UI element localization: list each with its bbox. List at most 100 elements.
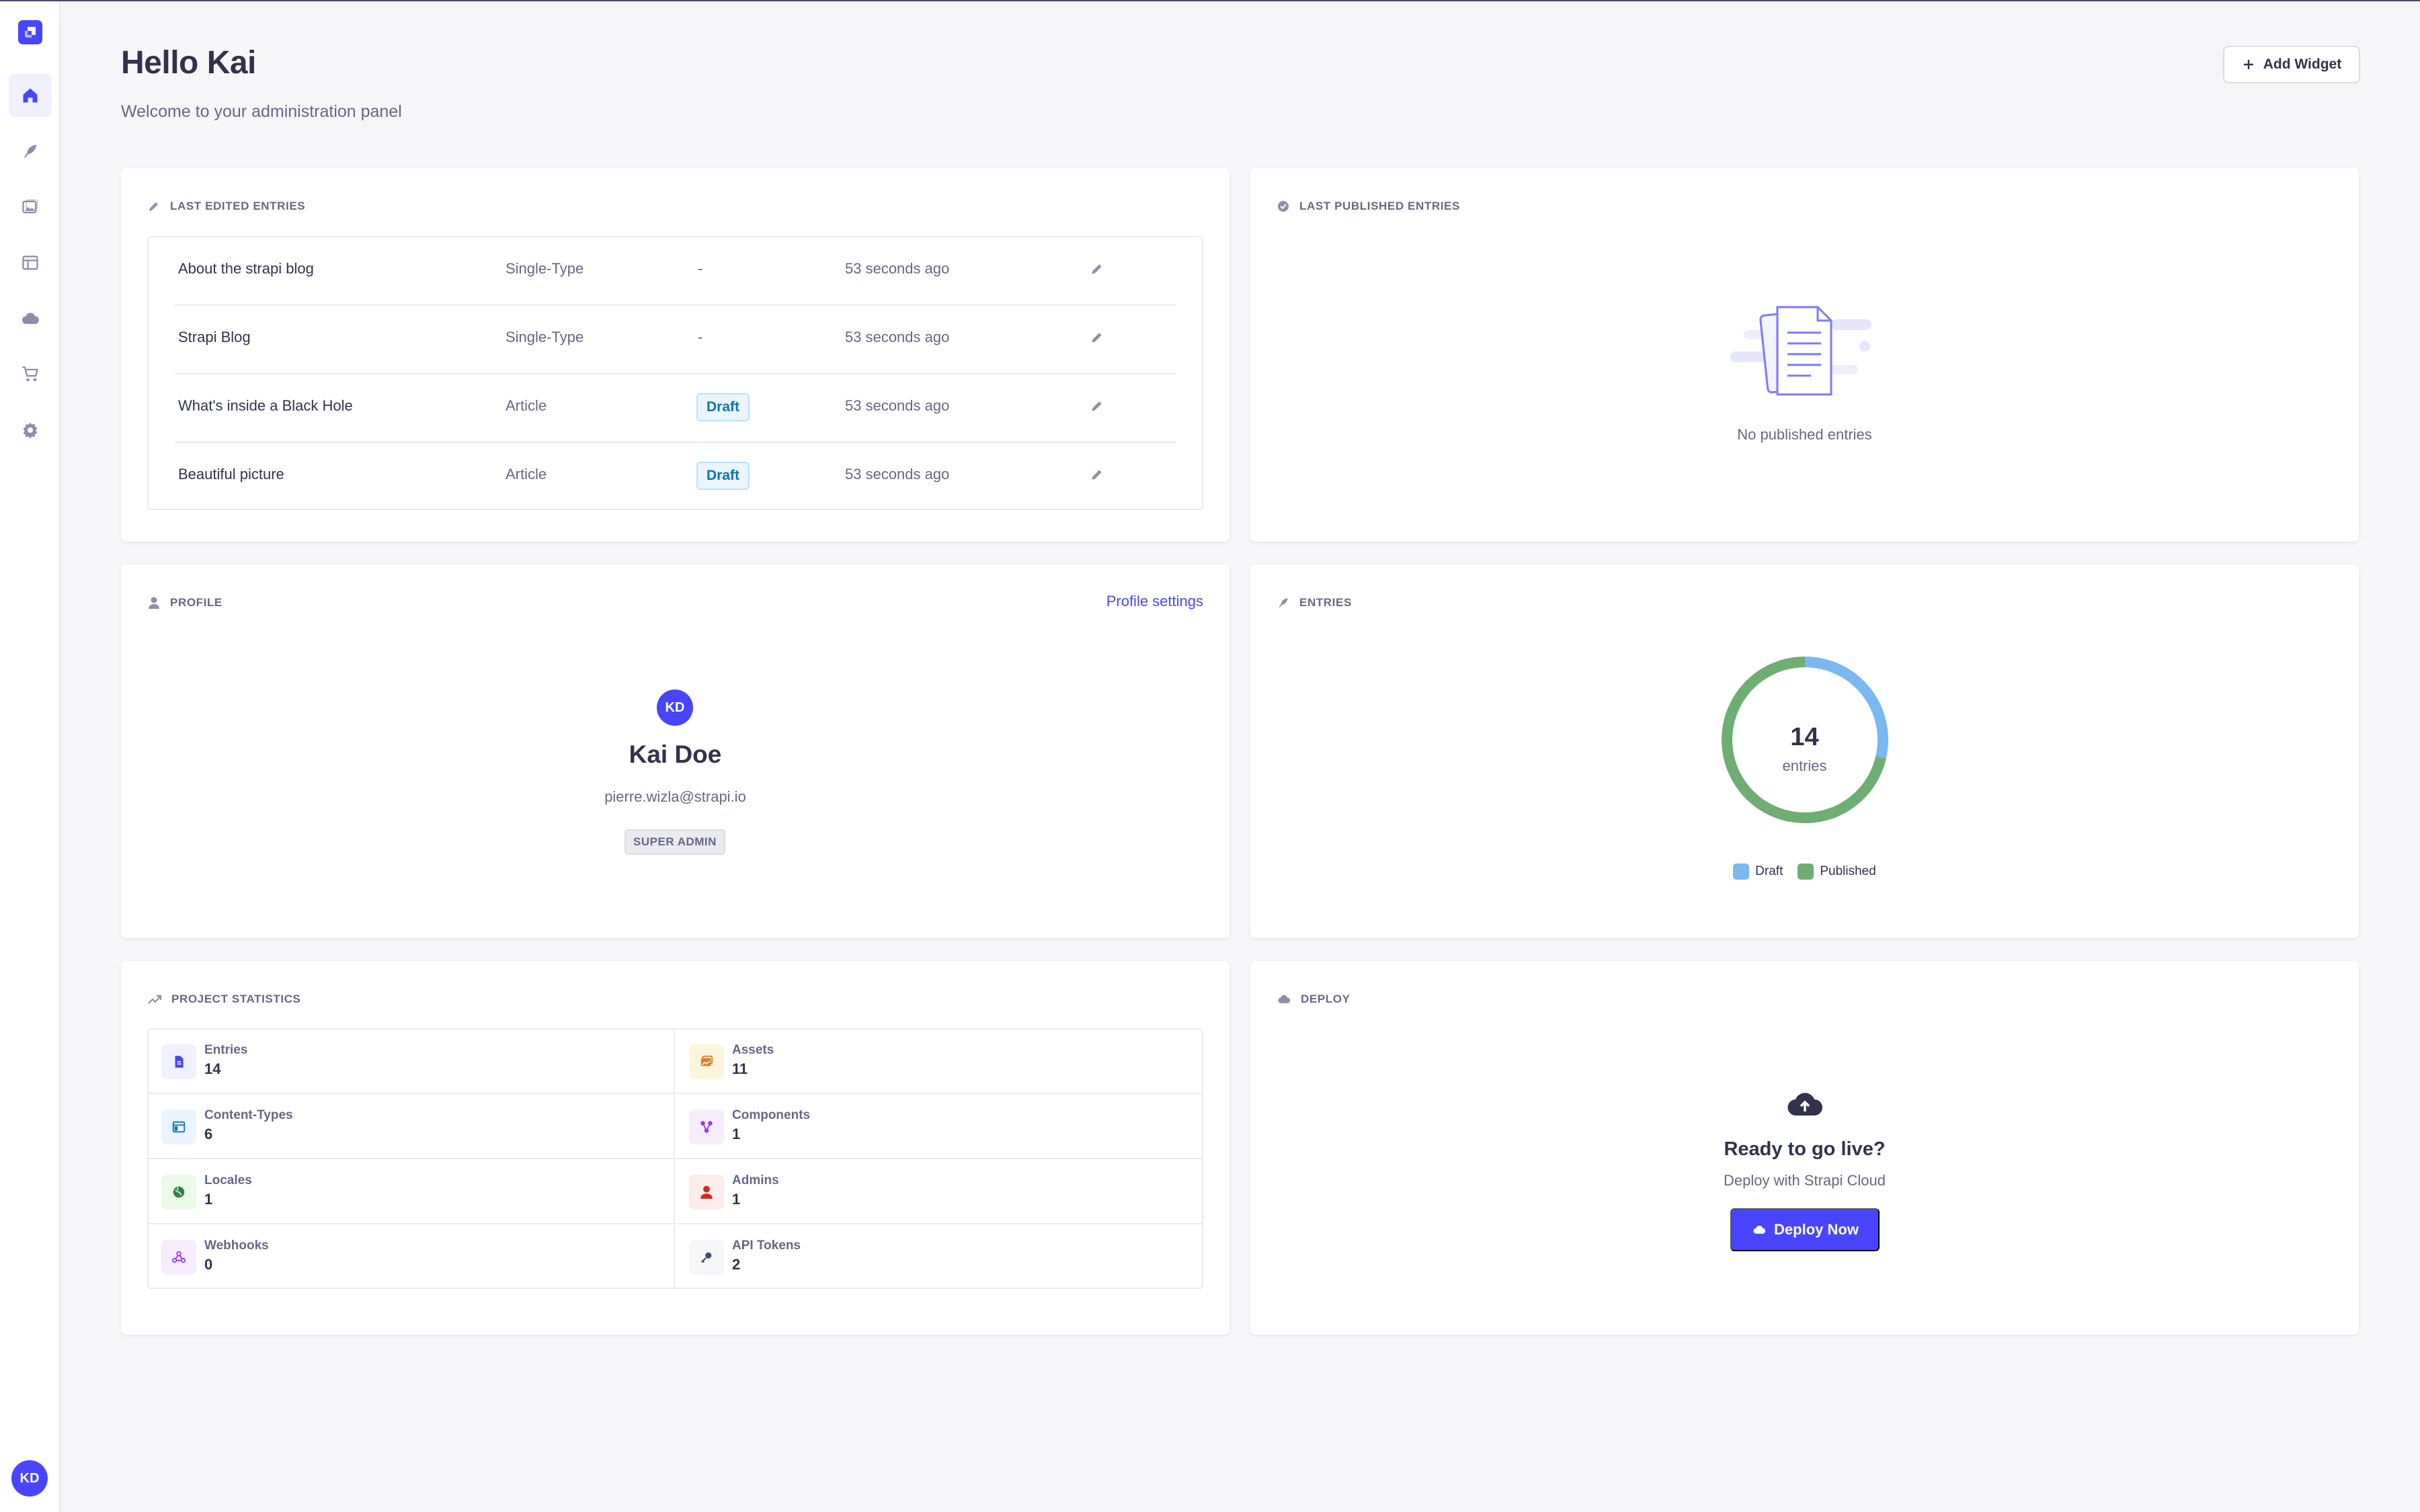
nav-home[interactable] <box>9 74 52 117</box>
widget-header: Last published entries <box>1277 198 1460 215</box>
puzzle-icon <box>689 1109 724 1144</box>
window-top-border <box>0 0 2420 1</box>
images-icon <box>22 199 38 214</box>
stat-label: Content-Types <box>204 1108 293 1122</box>
stat-webhooks[interactable]: Webhooks 0 <box>149 1225 675 1290</box>
nav-content-manager[interactable] <box>9 130 52 173</box>
widget-title: Entries <box>1299 596 1352 609</box>
edit-entry-button[interactable] <box>1090 330 1104 349</box>
user-icon <box>149 597 159 609</box>
deploy-button-label: Deploy Now <box>1774 1221 1859 1238</box>
cloud-icon <box>1278 995 1291 1003</box>
entry-type: Article <box>506 466 547 482</box>
strapi-logo[interactable] <box>18 20 42 44</box>
pencil-icon <box>149 202 158 211</box>
table-row[interactable]: Strapi Blog Single-Type - 53 seconds ago <box>149 306 1202 374</box>
table-row[interactable]: What's inside a Black Hole Article Draft… <box>149 374 1202 443</box>
widget-header: Entries <box>1277 594 1352 612</box>
entry-title: Strapi Blog <box>178 329 251 345</box>
stat-label: Assets <box>732 1043 774 1057</box>
entry-title: What's inside a Black Hole <box>178 397 353 414</box>
role-badge: SUPER ADMIN <box>624 829 725 855</box>
nav-media-library[interactable] <box>9 185 52 228</box>
profile-settings-link[interactable]: Profile settings <box>1106 593 1203 610</box>
widget-header: Deploy <box>1277 991 1350 1008</box>
entry-type: Single-Type <box>506 260 584 277</box>
deploy-subheading: Deploy with Strapi Cloud <box>1724 1172 1886 1189</box>
table-row[interactable]: About the strapi blog Single-Type - 53 s… <box>149 237 1202 306</box>
pencil-icon <box>1092 333 1102 343</box>
donut-slice-draft[interactable] <box>1804 657 1888 759</box>
entries-donut-chart <box>1718 653 1892 831</box>
globe-icon <box>161 1175 196 1210</box>
edit-entry-button[interactable] <box>1090 261 1104 280</box>
stat-entries[interactable]: Entries 14 <box>149 1030 675 1094</box>
stat-locales[interactable]: Locales 1 <box>149 1160 675 1224</box>
stat-label: Locales <box>204 1173 252 1187</box>
house-icon <box>23 88 38 103</box>
empty-documents-illustration <box>1730 306 1871 396</box>
cart-icon <box>22 366 38 382</box>
donut-slice-published[interactable] <box>1722 657 1886 823</box>
stat-label: Components <box>732 1108 811 1122</box>
nav-marketplace[interactable] <box>9 353 52 396</box>
entry-status: - <box>698 329 703 345</box>
legend-swatch <box>1798 864 1814 880</box>
stat-label: Admins <box>732 1173 779 1187</box>
statistics-grid: Entries 14 Assets 11 Content-Types 6 Com… <box>147 1028 1203 1290</box>
entry-title: About the strapi blog <box>178 260 314 277</box>
stat-assets[interactable]: Assets 11 <box>676 1030 1203 1094</box>
nav-settings[interactable] <box>9 409 52 452</box>
entry-type: Single-Type <box>506 329 584 345</box>
pencil-icon <box>1092 401 1102 411</box>
stat-label: Entries <box>204 1043 248 1057</box>
add-widget-button[interactable]: Add Widget <box>2223 46 2360 83</box>
stat-content-types[interactable]: Content-Types 6 <box>149 1095 675 1159</box>
status-badge: Draft <box>696 462 750 490</box>
deploy-heading: Ready to go live? <box>1724 1138 1886 1160</box>
chart-legend: Draft Published <box>1250 864 2359 880</box>
legend-item-draft: Draft <box>1733 864 1783 880</box>
layout-icon <box>161 1109 196 1144</box>
stat-value: 1 <box>204 1191 213 1208</box>
widget-header: Profile <box>147 594 223 612</box>
legend-item-published: Published <box>1798 864 1876 880</box>
nav-content-type-builder[interactable] <box>9 241 52 284</box>
profile-name: Kai Doe <box>629 741 722 768</box>
page-title: Hello Kai <box>121 45 256 81</box>
stat-components[interactable]: Components 1 <box>676 1095 1203 1159</box>
last-published-entries-widget: Last published entries No published entr… <box>1250 168 2359 542</box>
entries-chart-widget: Entries 14 entries Draft Published <box>1250 564 2359 938</box>
user-icon <box>689 1175 724 1210</box>
entry-title: Beautiful picture <box>178 466 284 482</box>
nav-deploy[interactable] <box>9 297 52 340</box>
last-edited-entries-widget: Last edited entries About the strapi blo… <box>121 168 1229 542</box>
stat-value: 6 <box>204 1126 213 1142</box>
trending-up-icon <box>148 995 162 1004</box>
entry-updated-time: 53 seconds ago <box>845 397 950 414</box>
stat-value: 1 <box>732 1126 741 1142</box>
profile-avatar: KD <box>657 689 693 726</box>
deploy-now-button[interactable]: Deploy Now <box>1730 1208 1880 1251</box>
entries-table: About the strapi blog Single-Type - 53 s… <box>147 236 1203 510</box>
pencil-icon <box>1092 470 1102 480</box>
stat-api-tokens[interactable]: API Tokens 2 <box>676 1225 1203 1290</box>
entry-updated-time: 53 seconds ago <box>845 466 950 482</box>
user-avatar[interactable]: KD <box>11 1460 48 1497</box>
main-sidebar: KD <box>0 1 61 1512</box>
stat-admins[interactable]: Admins 1 <box>676 1160 1203 1224</box>
plus-icon <box>2243 60 2253 69</box>
table-row[interactable]: Beautiful picture Article Draft 53 secon… <box>149 443 1202 511</box>
widget-header: Last edited entries <box>147 198 305 215</box>
edit-entry-button[interactable] <box>1090 398 1104 417</box>
check-circle-icon <box>1278 201 1289 212</box>
edit-entry-button[interactable] <box>1090 467 1104 486</box>
entry-updated-time: 53 seconds ago <box>845 260 950 277</box>
donut-total: 14 <box>1790 723 1819 751</box>
feather-icon <box>24 144 37 158</box>
legend-swatch <box>1733 864 1750 880</box>
stat-value: 0 <box>204 1256 213 1273</box>
key-icon <box>689 1240 724 1275</box>
legend-label: Draft <box>1755 864 1783 878</box>
cloud-upload-icon <box>1787 1093 1822 1116</box>
